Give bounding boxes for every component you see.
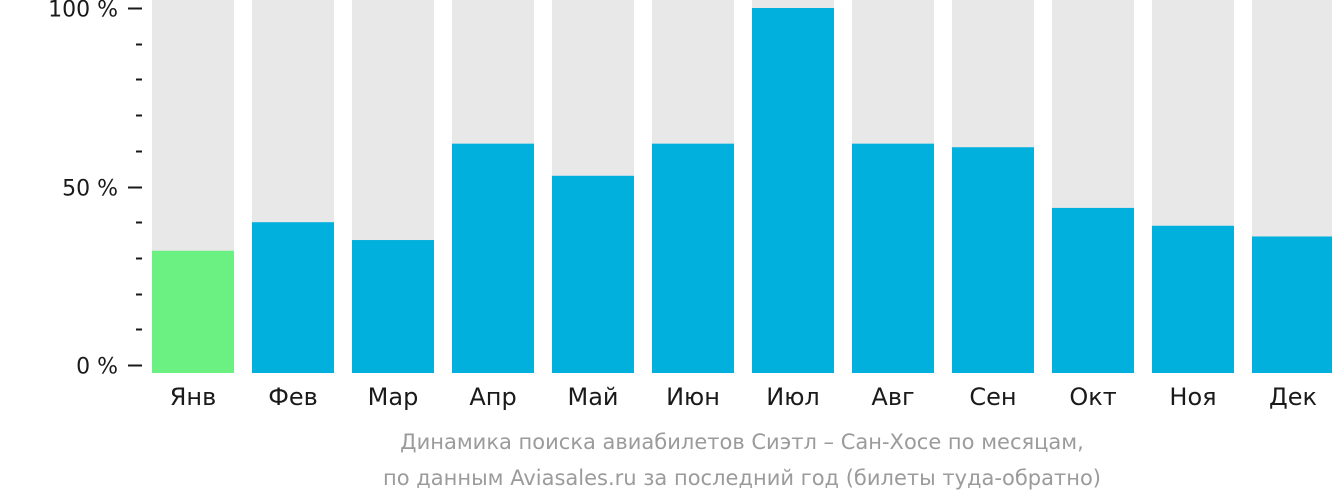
x-tick-label: Дек bbox=[1269, 383, 1317, 411]
x-tick-label: Ноя bbox=[1169, 383, 1216, 411]
bar-9 bbox=[952, 147, 1034, 373]
bar-2 bbox=[252, 222, 334, 373]
x-tick-label: Авг bbox=[871, 383, 914, 411]
y-tick-label: 0 % bbox=[76, 355, 118, 380]
x-tick-label: Мар bbox=[368, 383, 419, 411]
x-tick-label: Янв bbox=[170, 383, 217, 411]
bar-5 bbox=[552, 175, 634, 373]
bar-1 bbox=[152, 250, 234, 373]
x-tick-label: Май bbox=[567, 383, 618, 411]
bar-4 bbox=[452, 143, 534, 373]
bar-7 bbox=[752, 8, 834, 373]
bars bbox=[152, 0, 1332, 373]
chart-caption-line-1: Динамика поиска авиабилетов Сиэтл – Сан-… bbox=[400, 430, 1084, 454]
x-tick-label: Апр bbox=[469, 383, 516, 411]
bar-11 bbox=[1152, 225, 1234, 373]
x-tick-label: Фев bbox=[268, 383, 318, 411]
y-tick-label: 100 % bbox=[48, 0, 118, 23]
x-tick-label: Сен bbox=[969, 383, 1016, 411]
bar-12 bbox=[1252, 236, 1332, 373]
bar-6 bbox=[652, 143, 734, 373]
bar-3 bbox=[352, 240, 434, 373]
bar-8 bbox=[852, 143, 934, 373]
chart-caption-line-2: по данным Aviasales.ru за последний год … bbox=[383, 466, 1101, 490]
x-axis-labels: Янв Фев Мар Апр Май Июн Июл Авг Сен Окт Ноя Дек bbox=[170, 383, 1317, 411]
x-tick-label: Июн bbox=[666, 383, 720, 411]
x-tick-label: Окт bbox=[1069, 383, 1116, 411]
y-axis: 100 % 50 % 0 % bbox=[48, 0, 142, 380]
x-tick-label: Июл bbox=[766, 383, 820, 411]
bar-10 bbox=[1052, 207, 1134, 373]
y-tick-label: 50 % bbox=[62, 177, 118, 202]
